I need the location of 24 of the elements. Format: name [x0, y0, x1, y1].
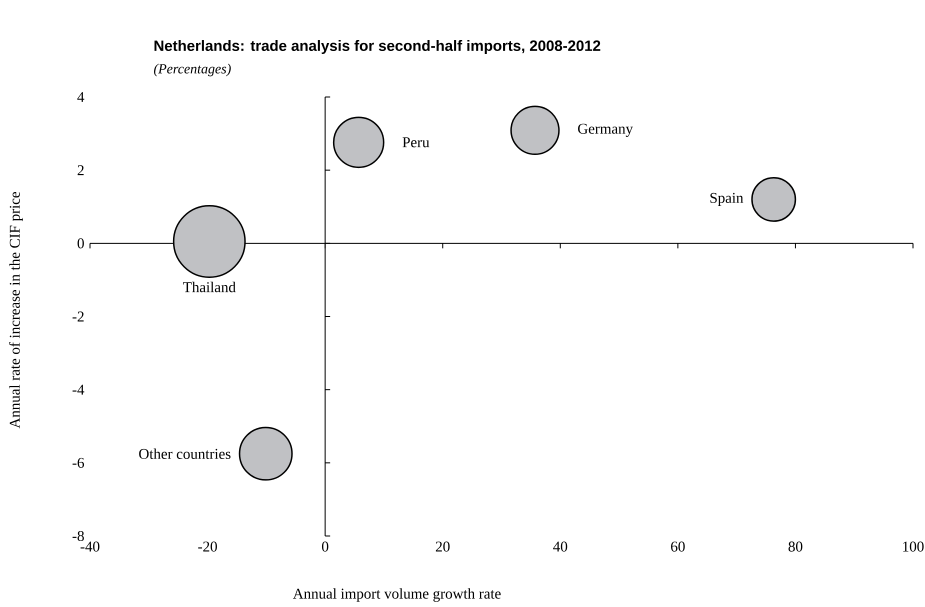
x-tick-label: 0	[322, 542, 328, 552]
y-tick-label: -2	[72, 312, 84, 322]
x-tick-label: 60	[671, 542, 685, 552]
y-tick-label: 4	[77, 92, 84, 102]
x-tick-label: -20	[198, 542, 217, 552]
y-tick-label: -4	[72, 384, 84, 395]
x-tick-label: -40	[80, 542, 100, 552]
annotation: Peru	[402, 137, 430, 148]
x-tick-label: 80	[788, 542, 802, 552]
y-tick-label: 2	[78, 165, 84, 176]
y-tick-label: -6	[72, 458, 84, 468]
x-tick-label: 40	[553, 542, 568, 552]
chart-subtitle: (Percentages)	[154, 64, 231, 76]
x-tick-label: 20	[436, 542, 450, 552]
x-tick-label: 100	[903, 542, 924, 552]
x-axis-title: Annual import volume growth rate	[292, 588, 501, 602]
y-tick-label: -8	[72, 530, 84, 542]
annotation: Germany	[578, 124, 633, 137]
annotation: Thailand	[183, 282, 236, 292]
chart-title: Netherlands: trade analysis for second-half imports, 2008-2012	[154, 40, 600, 54]
annotation: Spain	[710, 192, 744, 206]
annotation: Other countries	[139, 448, 230, 459]
y-axis-title: Annual rate of increase in the CIF price	[9, 192, 23, 428]
y-tick-label: 0	[78, 238, 84, 248]
